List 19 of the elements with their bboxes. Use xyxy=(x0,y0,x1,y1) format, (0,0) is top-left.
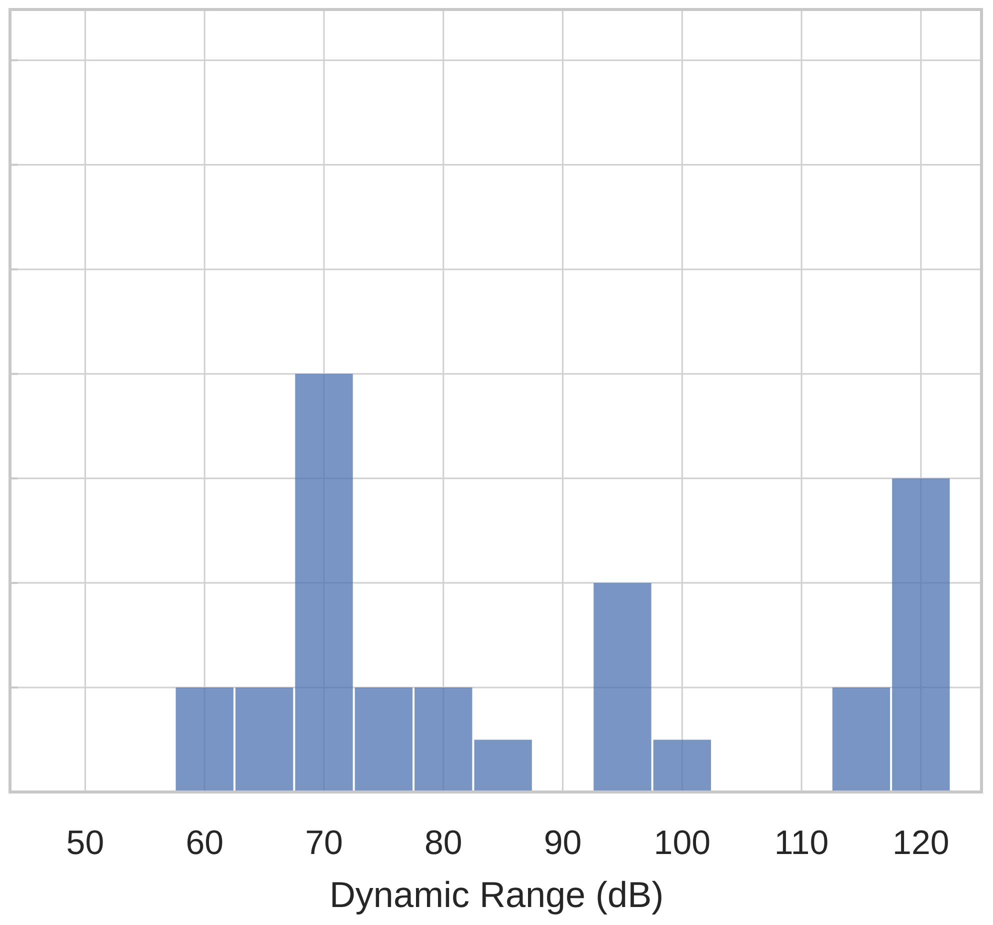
x-tick-label: 60 xyxy=(186,824,224,862)
x-axis-title: Dynamic Range (dB) xyxy=(329,874,664,915)
bar xyxy=(235,687,294,792)
bar xyxy=(832,687,890,792)
bar xyxy=(354,687,413,792)
x-tick-label: 70 xyxy=(305,824,343,862)
bar xyxy=(892,478,950,792)
x-tick-label: 100 xyxy=(654,824,711,862)
bar xyxy=(474,740,532,792)
x-tick-label: 80 xyxy=(424,824,462,862)
x-tick-label: 50 xyxy=(66,824,104,862)
bar xyxy=(176,687,234,792)
bar xyxy=(653,740,711,792)
x-tick-label: 120 xyxy=(892,824,950,862)
x-tick-label: 110 xyxy=(774,824,829,862)
bar xyxy=(414,687,472,792)
x-tick-label: 90 xyxy=(544,824,582,862)
bar xyxy=(594,582,652,792)
bar xyxy=(295,374,353,792)
